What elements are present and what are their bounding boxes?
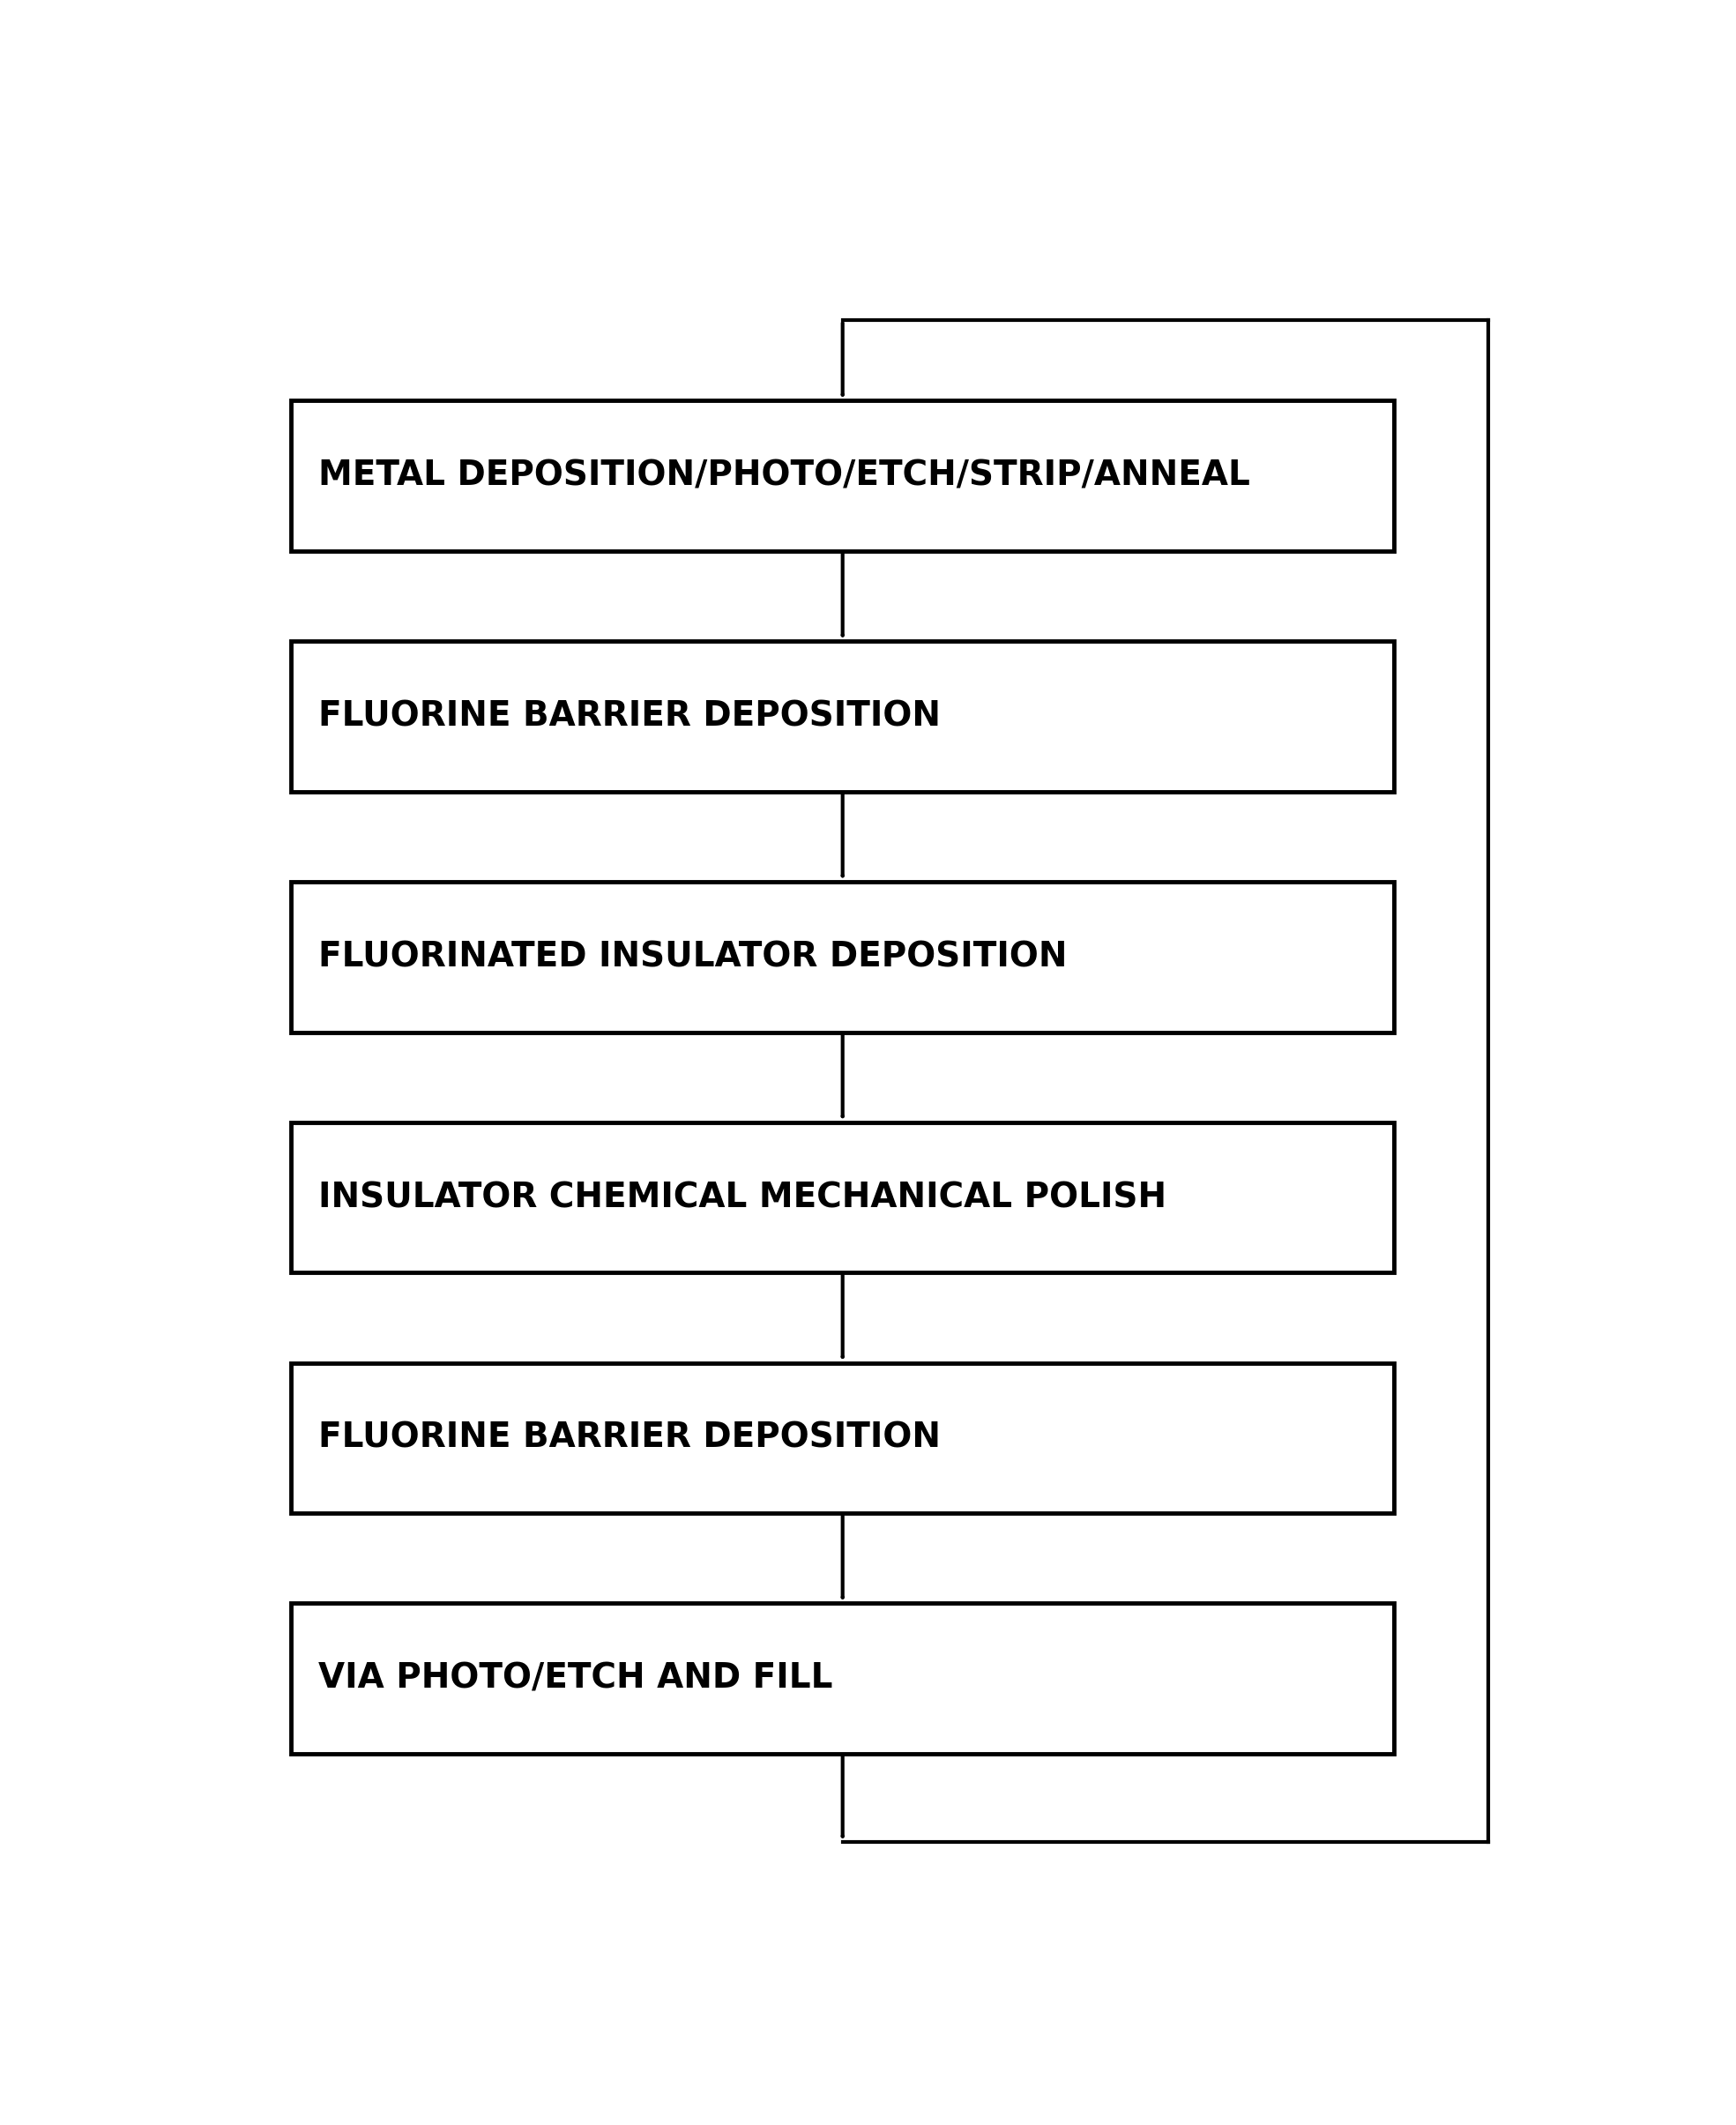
Text: INSULATOR CHEMICAL MECHANICAL POLISH: INSULATOR CHEMICAL MECHANICAL POLISH <box>318 1182 1167 1213</box>
Bar <box>292 1362 1394 1513</box>
Text: FLUORINE BARRIER DEPOSITION: FLUORINE BARRIER DEPOSITION <box>318 1422 941 1456</box>
Bar <box>292 642 1394 793</box>
Text: FLUORINE BARRIER DEPOSITION: FLUORINE BARRIER DEPOSITION <box>318 699 941 733</box>
Text: METAL DEPOSITION/PHOTO/ETCH/STRIP/ANNEAL: METAL DEPOSITION/PHOTO/ETCH/STRIP/ANNEAL <box>318 459 1250 493</box>
Bar <box>292 882 1394 1033</box>
Bar <box>292 1602 1394 1753</box>
Text: VIA PHOTO/ETCH AND FILL: VIA PHOTO/ETCH AND FILL <box>318 1662 832 1696</box>
Bar <box>292 1122 1394 1273</box>
Bar <box>292 402 1394 550</box>
Text: FLUORINATED INSULATOR DEPOSITION: FLUORINATED INSULATOR DEPOSITION <box>318 939 1068 973</box>
